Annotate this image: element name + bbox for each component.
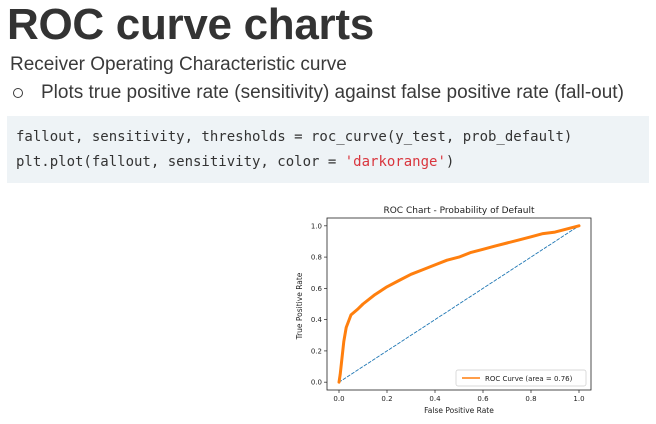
code-block: fallout, sensitivity, thresholds = roc_c…	[7, 116, 649, 183]
axis-ticks: 0.0 0.2 0.4 0.6 0.8 1.0 0.0 0.2 0.4 0.6 0.8 1.0	[311, 222, 585, 403]
chart-title: ROC Chart - Probability of Default	[383, 206, 535, 216]
x-tick-label: 0.6	[477, 395, 489, 403]
roc-curve-line	[337, 224, 581, 384]
diagonal-reference-line	[338, 225, 580, 383]
code-line-2: plt.plot(fallout, sensitivity, color = '…	[16, 150, 649, 175]
x-axis-label: False Positive Rate	[424, 406, 494, 415]
x-tick-label: 1.0	[573, 395, 584, 403]
y-tick-label: 1.0	[311, 222, 322, 230]
bullet-text: Plots true positive rate (sensitivity) a…	[41, 82, 624, 103]
code-line-2-suffix: )	[445, 154, 455, 170]
x-tick-label: 0.4	[429, 395, 441, 403]
hollow-bullet-icon	[13, 88, 23, 98]
code-line-1: fallout, sensitivity, thresholds = roc_c…	[16, 129, 573, 145]
chart-series	[337, 224, 581, 384]
x-tick-label: 0.0	[333, 395, 344, 403]
chart-legend: ROC Curve (area = 0.76)	[455, 369, 587, 387]
code-line-2-prefix: plt.plot(fallout, sensitivity, color =	[16, 154, 345, 170]
y-tick-label: 0.8	[311, 254, 322, 262]
plot-frame	[326, 217, 592, 391]
legend-label: ROC Curve (area = 0.76)	[485, 375, 573, 383]
slide-title: ROC curve charts	[7, 0, 374, 49]
y-tick-label: 0.2	[311, 347, 322, 355]
y-tick-label: 0.4	[311, 316, 323, 324]
y-tick-label: 0.6	[311, 285, 323, 293]
code-string-literal: 'darkorange'	[344, 154, 446, 170]
roc-chart-svg: ROC Chart - Probability of Default 0.0 0.…	[295, 206, 592, 415]
bullet-item: Plots true positive rate (sensitivity) a…	[10, 82, 624, 104]
y-tick-label: 0.0	[311, 379, 322, 387]
x-tick-label: 0.8	[525, 395, 536, 403]
roc-chart: ROC Chart - Probability of Default 0.0 0.…	[282, 198, 592, 420]
y-axis-label: True Positive Rate	[295, 272, 304, 340]
x-tick-label: 0.2	[381, 395, 392, 403]
slide-subtitle: Receiver Operating Characteristic curve	[10, 54, 347, 75]
legend-box	[455, 369, 587, 387]
